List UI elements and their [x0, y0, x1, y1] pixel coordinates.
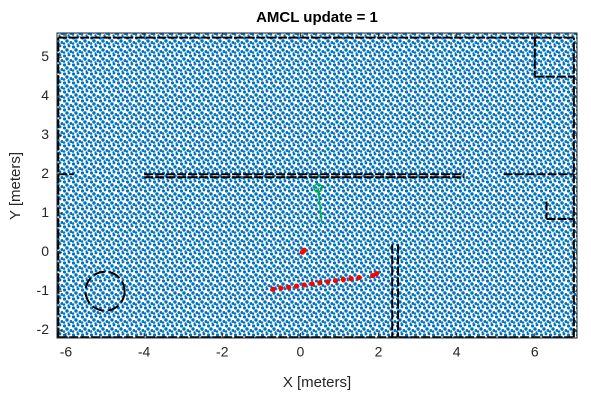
x-tick-label: -4 [138, 344, 151, 360]
robot-heading [317, 187, 323, 224]
scan-point [270, 286, 276, 292]
scan-point [340, 276, 346, 283]
particle-cloud [57, 33, 577, 338]
robot-pose [313, 183, 323, 193]
scan-point [278, 285, 284, 291]
x-tick-label: 2 [375, 344, 383, 360]
scan-point [293, 283, 300, 289]
x-tick-label: 6 [531, 344, 539, 360]
scan-point [348, 276, 354, 282]
y-tick-label: -1 [37, 282, 50, 298]
scan-point [356, 274, 362, 281]
y-tick-label: 2 [41, 165, 49, 181]
y-tick-label: -2 [37, 321, 50, 337]
scan-point [301, 247, 307, 253]
scan-point [332, 278, 339, 284]
axes-box [56, 32, 578, 339]
x-tick-label: -6 [60, 344, 73, 360]
x-tick-label: -2 [216, 344, 229, 360]
x-tick-label: 4 [453, 344, 461, 360]
scan-point [301, 282, 307, 288]
y-tick-label: 1 [41, 204, 49, 220]
scan-point [317, 280, 323, 286]
map-obstacle [84, 270, 126, 312]
x-tick-label: 0 [296, 344, 304, 360]
y-tick-label: 5 [41, 48, 49, 64]
map-layer [57, 36, 575, 338]
chart-title: AMCL update = 1 [256, 9, 378, 26]
y-tick-label: 0 [41, 243, 49, 259]
scan-point [370, 272, 376, 279]
scan-point [325, 279, 331, 285]
y-tick-label: 4 [41, 87, 49, 103]
scan-point [373, 271, 380, 277]
x-axis-label: X [meters] [283, 374, 351, 391]
scan-point [286, 284, 292, 290]
y-tick-label: 3 [41, 126, 49, 142]
y-axis-label: Y [meters] [7, 152, 24, 220]
scan-point [309, 281, 315, 287]
